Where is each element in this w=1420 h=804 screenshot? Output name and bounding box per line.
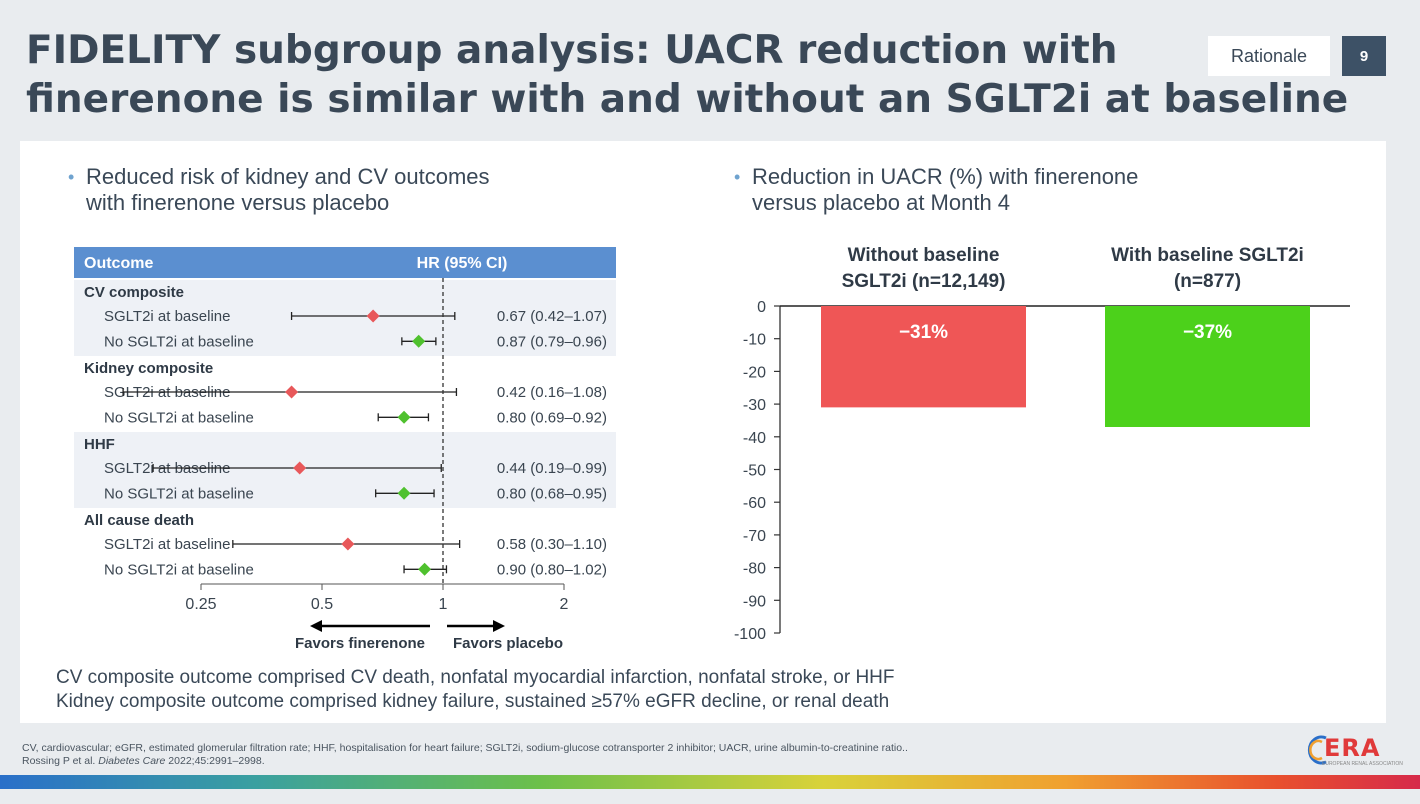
header-hr: HR (95% CI) xyxy=(417,255,508,272)
table-header xyxy=(74,247,616,278)
references: CV, cardiovascular; eGFR, estimated glom… xyxy=(22,742,908,768)
row-hr-text: 0.80 (0.68–0.95) xyxy=(497,485,607,502)
y-tick-label: -30 xyxy=(743,397,766,414)
row-hr-text: 0.90 (0.80–1.02) xyxy=(497,561,607,578)
row-label: No SGLT2i at baseline xyxy=(104,485,254,502)
page-number: 9 xyxy=(1342,36,1386,76)
category-label: SGLT2i (n=12,149) xyxy=(842,271,1006,292)
row-label: SGLT2i at baseline xyxy=(104,308,230,325)
color-stripe xyxy=(0,775,1420,789)
hr-marker xyxy=(341,537,355,551)
row-hr-text: 0.44 (0.19–0.99) xyxy=(497,460,607,477)
section-tag: Rationale xyxy=(1208,36,1330,76)
y-tick-label: -90 xyxy=(743,593,766,610)
citation-authors: Rossing P et al. xyxy=(22,755,99,767)
hr-marker xyxy=(418,562,432,576)
footnote-kidney: Kidney composite outcome comprised kidne… xyxy=(56,691,890,712)
hr-marker xyxy=(366,309,380,323)
row-hr-text: 0.80 (0.69–0.92) xyxy=(497,409,607,426)
left-bullet: • Reduced risk of kidney and CV outcomes… xyxy=(68,164,490,216)
x-tick-label: 0.5 xyxy=(311,596,333,613)
header-outcome: Outcome xyxy=(84,255,153,272)
row-hr-text: 0.87 (0.79–0.96) xyxy=(497,333,607,350)
row-hr-text: 0.58 (0.30–1.10) xyxy=(497,536,607,553)
bar-value-label: −31% xyxy=(899,322,948,343)
era-logo: ERA EUROPEAN RENAL ASSOCIATION xyxy=(1300,730,1403,770)
favors-right-label: Favors placebo xyxy=(453,635,563,652)
left-bullet-line-2: with finerenone versus placebo xyxy=(86,190,390,215)
x-tick-label: 1 xyxy=(439,596,448,613)
y-tick-label: -70 xyxy=(743,528,766,545)
citation-details: 2022;45:2991–2998. xyxy=(165,755,265,767)
row-label: No SGLT2i at baseline xyxy=(104,409,254,426)
hr-marker xyxy=(412,334,426,348)
favors-left-label: Favors finerenone xyxy=(295,635,425,652)
bullet-dot: • xyxy=(68,167,75,187)
category-label: Without baseline xyxy=(848,245,1000,266)
y-tick-label: -80 xyxy=(743,561,766,578)
y-tick-label: -60 xyxy=(743,495,766,512)
y-tick-label: -40 xyxy=(743,430,766,447)
y-tick-label: -50 xyxy=(743,463,766,480)
favors-left-arrow-icon xyxy=(310,620,322,632)
right-bullet-line-1: Reduction in UACR (%) with finerenone xyxy=(752,164,1139,189)
row-label: No SGLT2i at baseline xyxy=(104,333,254,350)
category-label: With baseline SGLT2i xyxy=(1111,245,1304,266)
y-tick-label: -20 xyxy=(743,364,766,381)
title-line-1: FIDELITY subgroup analysis: UACR reducti… xyxy=(26,28,1118,73)
bar xyxy=(1105,306,1310,427)
title-line-2: finerenone is similar with and without a… xyxy=(26,77,1349,122)
group-name: CV composite xyxy=(84,284,184,301)
x-tick-label: 0.25 xyxy=(185,596,216,613)
favors-right-arrow-icon xyxy=(493,620,505,632)
era-logo-mark-icon xyxy=(1307,735,1327,765)
row-hr-text: 0.67 (0.42–1.07) xyxy=(497,308,607,325)
right-bullet-line-2: versus placebo at Month 4 xyxy=(752,190,1011,215)
group-name: HHF xyxy=(84,436,115,453)
right-bullet: • Reduction in UACR (%) with finerenone … xyxy=(734,164,1139,216)
group-name: Kidney composite xyxy=(84,360,213,377)
slide-title: FIDELITY subgroup analysis: UACR reducti… xyxy=(26,26,1349,124)
group-band xyxy=(74,432,616,508)
logo-text: ERA xyxy=(1324,734,1381,762)
hr-marker xyxy=(397,486,411,500)
y-tick-label: -100 xyxy=(734,626,766,643)
hr-marker xyxy=(397,410,411,424)
logo-subtitle: EUROPEAN RENAL ASSOCIATION xyxy=(1322,761,1403,767)
footnotes: CV composite outcome comprised CV death,… xyxy=(56,666,895,714)
x-tick-label: 2 xyxy=(560,596,569,613)
row-label: No SGLT2i at baseline xyxy=(104,561,254,578)
hr-marker xyxy=(293,461,307,475)
left-bullet-line-1: Reduced risk of kidney and CV outcomes xyxy=(86,164,490,189)
footnote-cv: CV composite outcome comprised CV death,… xyxy=(56,667,895,688)
abbreviations: CV, cardiovascular; eGFR, estimated glom… xyxy=(22,742,908,754)
group-name: All cause death xyxy=(84,512,194,529)
hr-marker xyxy=(285,385,299,399)
y-tick-label: 0 xyxy=(757,299,766,316)
group-band xyxy=(74,280,616,356)
row-hr-text: 0.42 (0.16–1.08) xyxy=(497,384,607,401)
bar xyxy=(821,306,1026,408)
y-tick-label: -10 xyxy=(743,332,766,349)
citation-journal: Diabetes Care xyxy=(98,755,166,767)
row-label: SGLT2i at baseline xyxy=(104,536,230,553)
citation: Rossing P et al. Diabetes Care 2022;45:2… xyxy=(22,755,908,768)
bar-value-label: −37% xyxy=(1183,322,1232,343)
category-label: (n=877) xyxy=(1174,271,1241,292)
bullet-dot: • xyxy=(734,167,741,187)
